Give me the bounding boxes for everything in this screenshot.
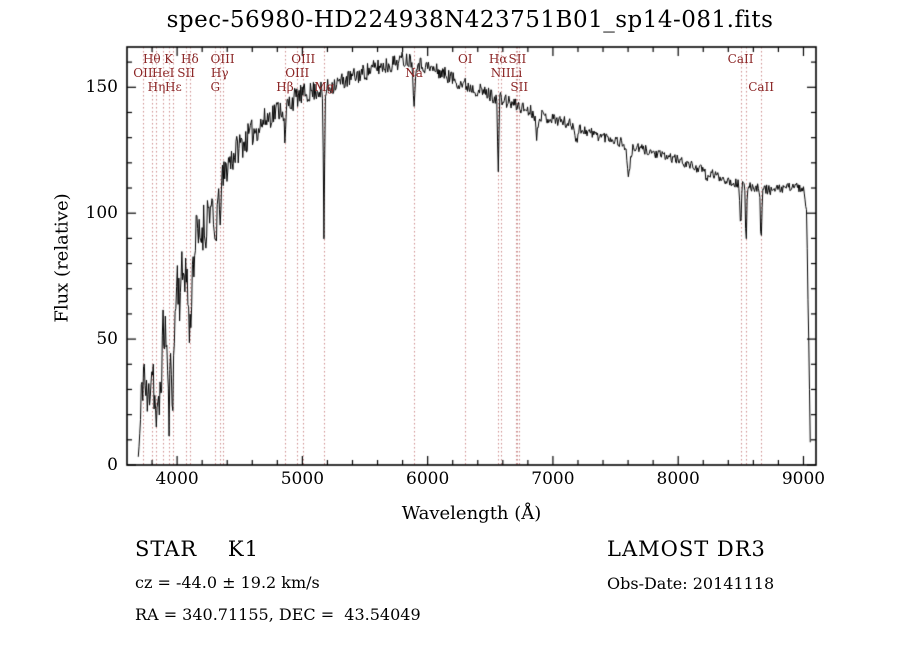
spectral-line-label: Hη — [147, 80, 166, 94]
spectral-line-label: OI — [457, 52, 473, 66]
spectral-line-label: Mg — [314, 80, 335, 94]
y-tick-label: 100 — [85, 203, 118, 224]
plot-title: spec-56980-HD224938N423751B01_sp14-081.f… — [166, 7, 774, 33]
survey-text: LAMOST DR3 — [607, 537, 766, 561]
spectral-line-label: CaII — [727, 52, 754, 66]
obs-date-text: Obs-Date: 20141118 — [607, 574, 775, 593]
spectral-line-label: K — [164, 52, 174, 66]
ra-dec-text: RA = 340.71155, DEC = 43.54049 — [135, 605, 421, 624]
spectral-line-label: SII — [508, 52, 527, 66]
spectral-line-label: G — [210, 80, 221, 94]
spectral-line-label: Hβ — [276, 80, 294, 94]
x-axis-label: Wavelength (Å) — [401, 503, 542, 524]
y-tick-label: 0 — [107, 455, 118, 475]
spectral-line-label: SII — [510, 80, 529, 94]
spectral-line-label: Hδ — [181, 52, 199, 66]
spectral-line-label: Hα — [488, 52, 508, 66]
spectral-line-label: Hθ — [142, 52, 161, 66]
spectral-line-label: OIII — [210, 52, 235, 66]
spectral-line-label: SII — [177, 66, 195, 80]
x-tick-label: 7000 — [531, 469, 575, 489]
y-tick-label: 50 — [96, 329, 118, 350]
object-class-text: STAR K1 — [135, 537, 259, 561]
spectral-line-label: OIII — [291, 52, 316, 66]
x-tick-label: 9000 — [781, 469, 826, 489]
y-tick-label: 150 — [85, 77, 118, 98]
spectral-line-label: NII — [490, 66, 511, 80]
spectral-line-label: Na — [405, 66, 423, 80]
x-tick-label: 5000 — [280, 469, 325, 489]
x-tick-label: 4000 — [155, 469, 199, 489]
cz-text: cz = -44.0 ± 19.2 km/s — [135, 573, 320, 592]
spectral-line-label: CaII — [748, 80, 775, 94]
spectral-line-label: OIII — [285, 66, 310, 80]
x-tick-label: 6000 — [406, 469, 450, 489]
x-tick-label: 8000 — [656, 469, 700, 489]
spectral-line-label: Hε — [165, 80, 182, 94]
spectral-line-label: Li — [510, 66, 523, 80]
spectral-line-label: Hγ — [210, 66, 229, 80]
spectral-line-label: OII — [133, 66, 153, 80]
spectral-line-label: HeI — [152, 66, 175, 80]
